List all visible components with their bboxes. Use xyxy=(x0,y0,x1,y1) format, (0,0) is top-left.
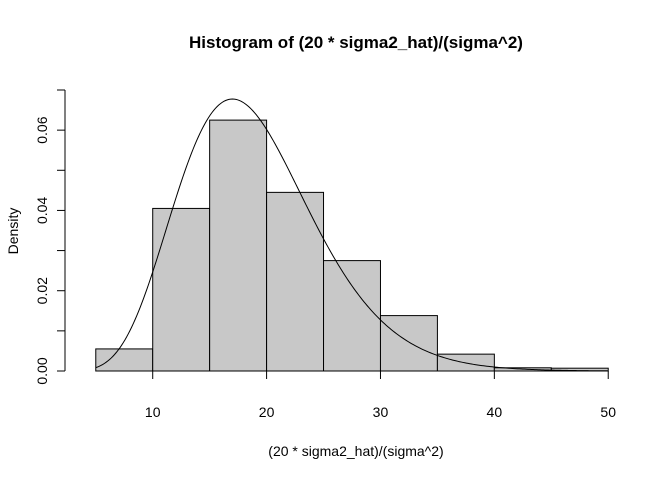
histogram-bar xyxy=(379,315,438,372)
histogram-bar xyxy=(95,348,154,372)
x-axis: 10 20 30 40 50 xyxy=(145,370,616,420)
y-tick-label: 0.02 xyxy=(34,277,50,304)
x-tick-label: 40 xyxy=(487,404,503,420)
y-axis: 0.00 0.02 0.04 0.06 xyxy=(34,89,66,385)
bars-group xyxy=(95,119,609,372)
histogram-bar xyxy=(152,207,211,372)
density-curve xyxy=(95,98,609,372)
histogram-bar xyxy=(266,191,325,372)
x-tick-label: 30 xyxy=(373,404,389,420)
y-tick-label: 0.06 xyxy=(34,116,50,143)
y-tick-label: 0.04 xyxy=(34,197,50,224)
x-tick-label: 10 xyxy=(145,404,161,420)
histogram-bar xyxy=(323,260,381,372)
x-axis-label: (20 * sigma2_hat)/(sigma^2) xyxy=(268,443,443,459)
x-tick-label: 50 xyxy=(600,404,616,420)
chart-title: Histogram of (20 * sigma2_hat)/(sigma^2) xyxy=(189,33,523,52)
histogram-bar xyxy=(209,119,268,372)
y-tick-label: 0.00 xyxy=(34,357,50,384)
y-axis-label: Density xyxy=(5,208,21,255)
x-tick-label: 20 xyxy=(259,404,275,420)
